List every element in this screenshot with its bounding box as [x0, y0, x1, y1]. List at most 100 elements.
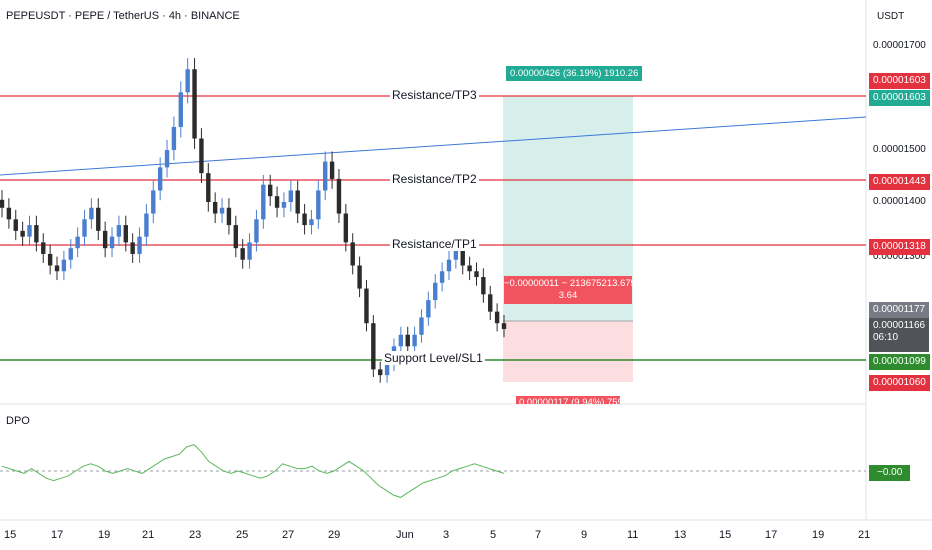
candle-body [267, 184, 273, 197]
candle-body [20, 230, 25, 237]
candle-body [350, 242, 355, 266]
currency-label[interactable]: USDT [877, 11, 905, 22]
current-price-tag: 0.00001166 06:10 [869, 318, 930, 352]
price-tick: 0.00001300 [873, 251, 926, 262]
candle-body [295, 190, 300, 214]
symbol-title[interactable]: PEPEUSDT · PEPE / TetherUS · 4h · BINANC… [6, 10, 240, 22]
candle-body [41, 242, 46, 254]
candle-body [151, 190, 156, 214]
candle-body [302, 213, 307, 226]
candle-body [261, 184, 266, 220]
candle-body [412, 334, 417, 347]
target-info-label[interactable]: 0.00000426 (36.19%) 1910.26 [506, 66, 643, 81]
candle-body [481, 277, 486, 295]
current-price-value: 0.00001166 [873, 320, 926, 331]
candle-body [240, 248, 245, 260]
resistance-tp3-label[interactable]: Resistance/TP3 [390, 88, 479, 102]
candle-body [336, 178, 342, 214]
time-tick: 3 [443, 529, 450, 541]
time-tick: 17 [51, 529, 64, 541]
resistance-tp2-label[interactable]: Resistance/TP2 [390, 172, 479, 186]
time-tick: 19 [812, 529, 825, 541]
stop-price-tag: 0.00001060 [869, 375, 930, 391]
candle-body [405, 334, 410, 347]
stop-info-label[interactable]: 0.00000117 (9.94%) 759 [516, 396, 620, 404]
candle-body [323, 161, 328, 191]
candle-body [102, 230, 108, 249]
time-tick: 23 [189, 529, 202, 541]
candle-body [247, 242, 252, 260]
dpo-title[interactable]: DPO [6, 415, 30, 427]
candle-body [501, 323, 507, 329]
candle-body [171, 126, 177, 151]
time-tick: 27 [282, 529, 295, 541]
candle-body [329, 161, 335, 179]
candle-body [206, 173, 211, 202]
candle-body [460, 248, 465, 266]
candle-body [378, 369, 383, 376]
time-tick: 11 [627, 529, 639, 541]
candle-body [439, 271, 445, 283]
candle-body [34, 225, 39, 243]
candle-body [426, 300, 431, 318]
position-info-line1: −0.00000011 − 213675213.675 [504, 278, 636, 289]
last-price-tag: 0.00001177 [869, 302, 930, 318]
time-tick: 25 [236, 529, 249, 541]
candle-body [144, 213, 149, 237]
candle-body [212, 202, 218, 214]
price-tick: 0.00001700 [873, 40, 926, 51]
candle-body [157, 167, 163, 191]
candle-body [199, 138, 204, 174]
candle-body [226, 207, 232, 226]
tp2-price-tag: 0.00001443 [869, 174, 930, 190]
candle-body [371, 323, 376, 370]
time-tick: Jun [396, 529, 414, 541]
time-tick: 21 [142, 529, 155, 541]
time-tick: 5 [490, 529, 497, 541]
time-tick: 13 [674, 529, 687, 541]
candle-body [357, 265, 362, 289]
stop-info-label-clip: 0.00000117 (9.94%) 759 [516, 396, 620, 404]
time-tick: 9 [581, 529, 588, 541]
tp3-price-tag: 0.00001603 [869, 90, 930, 106]
time-tick: 7 [535, 529, 542, 541]
candle-body [61, 259, 67, 272]
candle-body [488, 294, 493, 312]
candle-body [219, 207, 225, 214]
candle-body [274, 196, 280, 208]
candle-body [433, 282, 438, 301]
candle-body [75, 236, 80, 249]
candle-body [96, 207, 101, 231]
candle-body [116, 225, 122, 237]
dpo-line [1, 444, 505, 498]
candle-body [343, 213, 349, 243]
candle-body [27, 225, 32, 237]
resistance-tp1-label[interactable]: Resistance/TP1 [390, 237, 479, 251]
candle-body [384, 363, 390, 376]
position-info-label[interactable]: −0.00000011 − 213675213.675 3.64 [504, 276, 636, 304]
trend-line[interactable] [0, 116, 867, 176]
support-sl1-label[interactable]: Support Level/SL1 [382, 351, 485, 365]
candle-body [109, 236, 115, 249]
candle-body [254, 219, 259, 243]
candle-body [316, 190, 321, 220]
candle-body [54, 265, 60, 272]
time-tick: 15 [4, 529, 17, 541]
candlestick-series [0, 58, 507, 383]
price-tick: 0.00001500 [873, 144, 926, 155]
stop-zone[interactable] [503, 321, 633, 382]
time-tick: 29 [328, 529, 341, 541]
candle-body [137, 236, 142, 254]
candle-body [0, 199, 5, 208]
candle-body [288, 190, 294, 202]
candle-body [419, 317, 424, 335]
candle-body [474, 271, 479, 278]
candle-body [453, 248, 459, 260]
candle-body [68, 248, 73, 260]
bar-countdown: 06:10 [873, 332, 899, 343]
candle-body [47, 253, 53, 266]
candle-body [185, 69, 190, 93]
time-tick: 19 [98, 529, 111, 541]
time-tick: 15 [719, 529, 732, 541]
